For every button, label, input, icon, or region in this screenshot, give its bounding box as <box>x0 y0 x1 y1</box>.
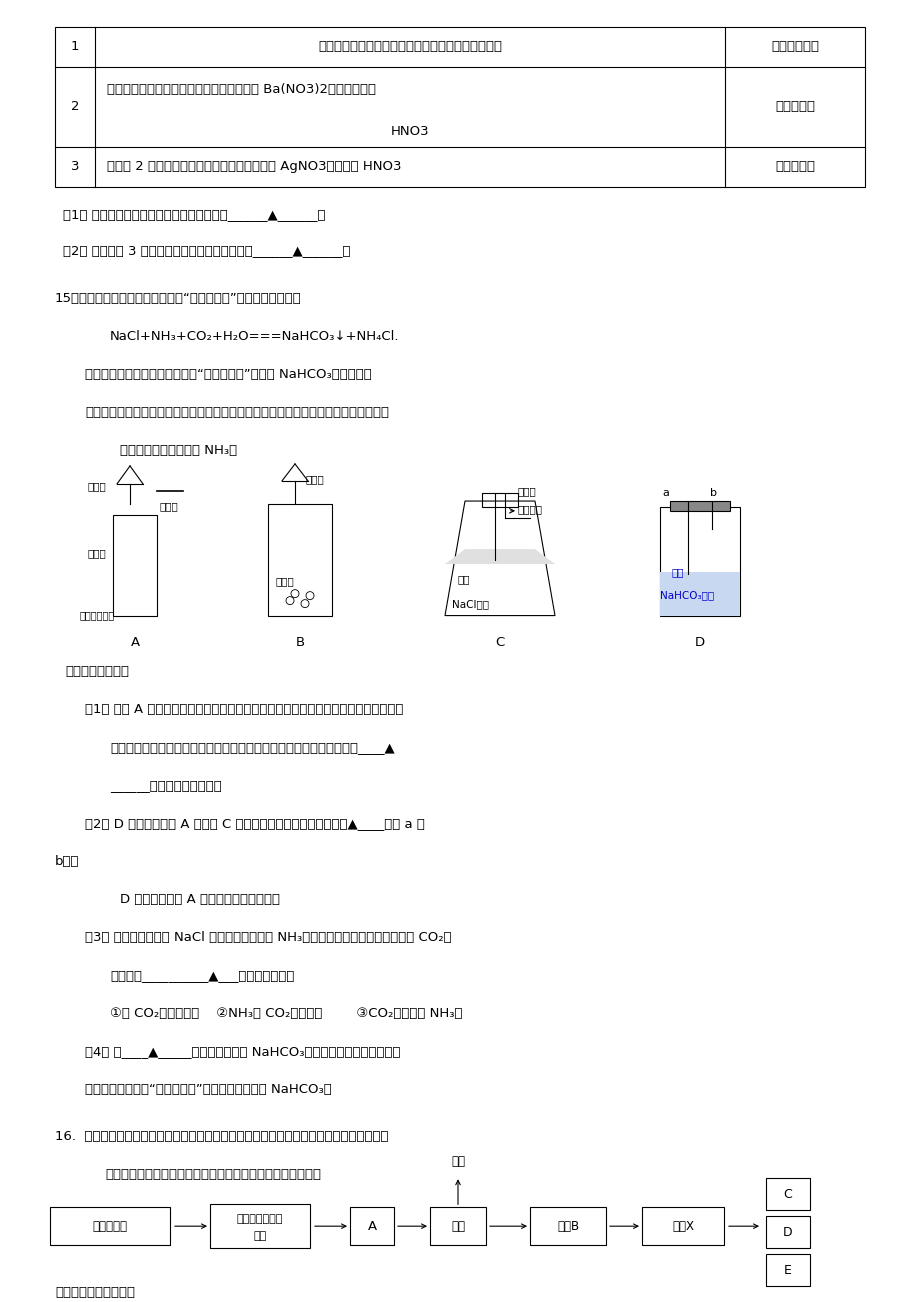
Text: A: A <box>367 1220 376 1233</box>
Text: 加入过量稀硫酸: 加入过量稀硫酸 <box>236 1215 283 1224</box>
Text: b），: b）， <box>55 855 79 868</box>
Text: （3） 实验时先向饱和 NaCl 溶液中通入较多的 NH₃（溶液显碱性），再通入足量的 CO₂，: （3） 实验时先向饱和 NaCl 溶液中通入较多的 NH₃（溶液显碱性），再通入… <box>85 931 451 944</box>
Text: NaCl+NH₃+CO₂+H₂O===NaHCO₃↓+NH₄Cl.: NaCl+NH₃+CO₂+H₂O===NaHCO₃↓+NH₄Cl. <box>110 331 399 344</box>
Bar <box>659 572 739 616</box>
Text: 氧化铜废料: 氧化铜废料 <box>93 1220 128 1233</box>
Text: 生石灰: 生石灰 <box>275 575 293 586</box>
Text: ①使 CO₂更易被吸收    ②NH₃比 CO₂更易制取        ③CO₂的密度比 NH₃大: ①使 CO₂更易被吸收 ②NH₃比 CO₂更易制取 ③CO₂的密度比 NH₃大 <box>110 1006 462 1019</box>
Text: b: b <box>709 488 716 497</box>
Bar <box>669 501 729 510</box>
Text: 弹簧夹: 弹簧夹 <box>160 501 178 510</box>
Text: D: D <box>782 1225 792 1238</box>
Text: C: C <box>783 1187 791 1200</box>
Text: E: E <box>783 1263 791 1276</box>
Text: 加热: 加热 <box>253 1232 267 1241</box>
Bar <box>482 492 517 506</box>
Text: 试回答下列有关问题：: 试回答下列有关问题： <box>55 1286 135 1299</box>
Text: A: A <box>130 635 140 648</box>
Text: 请回答下列问题：: 请回答下列问题： <box>65 665 129 678</box>
Text: 取少量凝固剂溶液于试管中，加入几滴无色酚酞试液: 取少量凝固剂溶液于试管中，加入几滴无色酚酞试液 <box>318 40 502 53</box>
Bar <box>349 1207 393 1245</box>
Text: 注入一定量的水，使漏斗内的水面高于试管内的水面，停止加水后，若____▲: 注入一定量的水，使漏斗内的水面高于试管内的水面，停止加水后，若____▲ <box>110 741 394 754</box>
Bar <box>766 1178 809 1211</box>
Bar <box>766 1216 809 1249</box>
Bar <box>50 1207 170 1245</box>
Text: 取实验 2 中的适量滤液于试管中，加入适量的 AgNO3溶液和稀 HNO3: 取实验 2 中的适量滤液于试管中，加入适量的 AgNO3溶液和稀 HNO3 <box>107 160 401 173</box>
Text: 饱和: 饱和 <box>458 574 470 583</box>
Text: D: D <box>694 635 704 648</box>
Text: 饱和: 饱和 <box>671 566 684 577</box>
Text: （1） 根据以上现象，凝固剂溶液中肯定没有______▲______；: （1） 根据以上现象，凝固剂溶液中肯定没有______▲______； <box>62 208 325 221</box>
Text: D 的作用是除去 A 中挥发的氯化氢气体。: D 的作用是除去 A 中挥发的氯化氢气体。 <box>119 893 279 906</box>
Text: 杂质: 杂质 <box>450 1155 464 1168</box>
Text: 稀盐酸: 稀盐酸 <box>87 480 106 491</box>
Bar <box>429 1207 485 1245</box>
Text: 16.  某工厂在生产过程中会产生大量氧化铜废料（杂质与稀硫酸不发生反应且不溶于水），: 16. 某工厂在生产过程中会产生大量氧化铜废料（杂质与稀硫酸不发生反应且不溶于水… <box>55 1130 388 1143</box>
Text: （1） 检验 A 装置气密性的方法是：塞紧带长颈漏斗的橡胶塞，夹紧弹簧夹后，从漏斗: （1） 检验 A 装置气密性的方法是：塞紧带长颈漏斗的橡胶塞，夹紧弹簧夹后，从漏… <box>85 703 403 716</box>
Text: （2） 写出实验 3 中出现的白色沉淀物质的化学式______▲______。: （2） 写出实验 3 中出现的白色沉淀物质的化学式______▲______。 <box>62 245 350 258</box>
Text: HNO3: HNO3 <box>391 125 429 138</box>
Polygon shape <box>445 549 554 564</box>
Text: 浓氨水: 浓氨水 <box>305 474 323 484</box>
Bar <box>659 506 739 616</box>
Bar <box>55 27 864 186</box>
Bar <box>113 516 157 616</box>
Bar <box>766 1254 809 1286</box>
Text: 有白色沉淀: 有白色沉淀 <box>774 100 814 113</box>
Text: NaHCO₃溶液: NaHCO₃溶液 <box>659 590 713 600</box>
Text: 【得出结论】利用“侯氏制碱法”在实验室可以制取 NaHCO₃。: 【得出结论】利用“侯氏制碱法”在实验室可以制取 NaHCO₃。 <box>85 1082 332 1095</box>
Text: 石灰石: 石灰石 <box>87 548 106 559</box>
Text: 其原因是__________▲___。（填写序号）: 其原因是__________▲___。（填写序号） <box>110 969 294 982</box>
Text: 工厂技术科设计如下的生产流程来回收金属，其流程图如下：: 工厂技术科设计如下的生产流程来回收金属，其流程图如下： <box>105 1168 321 1181</box>
Text: 遇生石灰会产生大量的 NH₃。: 遇生石灰会产生大量的 NH₃。 <box>119 444 237 457</box>
Text: C: C <box>494 635 505 648</box>
Text: B: B <box>295 635 304 648</box>
Text: （4） 用____▲_____的方法将生成的 NaHCO₃晶体从混合物中分离出来。: （4） 用____▲_____的方法将生成的 NaHCO₃晶体从混合物中分离出来… <box>85 1044 400 1057</box>
Text: 1: 1 <box>71 40 79 53</box>
Bar <box>529 1207 606 1245</box>
Text: （2） D 是连接在装置 A 与装置 C 之间的气体净化装置，进气口是▲____（填 a 或: （2） D 是连接在装置 A 与装置 C 之间的气体净化装置，进气口是▲____… <box>85 818 425 831</box>
Text: 接尾气: 接尾气 <box>517 486 536 496</box>
Text: NaCl溶液: NaCl溶液 <box>451 599 489 609</box>
Bar <box>267 504 332 616</box>
Text: 有孔塑料隔板: 有孔塑料隔板 <box>80 611 115 621</box>
Text: 处理装置: 处理装置 <box>517 504 542 514</box>
Text: 15、某研究性学习小组学习了工业“侯氏制碱法”的原理后，知道：: 15、某研究性学习小组学习了工业“侯氏制碱法”的原理后，知道： <box>55 293 301 306</box>
Text: 过滤: 过滤 <box>450 1220 464 1233</box>
Text: 3: 3 <box>71 160 79 173</box>
Text: 再取少量凝固剂溶液于试管中，加入适量的 Ba(NO3)2溶液和过量稀: 再取少量凝固剂溶液于试管中，加入适量的 Ba(NO3)2溶液和过量稀 <box>107 83 376 96</box>
Text: 加入X: 加入X <box>671 1220 693 1233</box>
Text: a: a <box>662 488 668 497</box>
Text: ______，说明装置不漏气。: ______，说明装置不漏气。 <box>110 779 221 792</box>
Bar <box>210 1204 310 1249</box>
Text: 仍为无色溶液: 仍为无色溶液 <box>770 40 818 53</box>
Text: 溶液B: 溶液B <box>556 1220 578 1233</box>
Bar <box>641 1207 723 1245</box>
Text: 有白色沉淀: 有白色沉淀 <box>774 160 814 173</box>
Text: 【实验验证】如下图是该学习小组进行模拟实验时所用到的部分主要装置。已知浓氨水: 【实验验证】如下图是该学习小组进行模拟实验时所用到的部分主要装置。已知浓氨水 <box>85 406 389 419</box>
Text: 【提出问题】能否在实验室模拟“侯氏制碱法”中制取 NaHCO₃的过程呢？: 【提出问题】能否在实验室模拟“侯氏制碱法”中制取 NaHCO₃的过程呢？ <box>85 368 371 381</box>
Text: 2: 2 <box>71 100 79 113</box>
